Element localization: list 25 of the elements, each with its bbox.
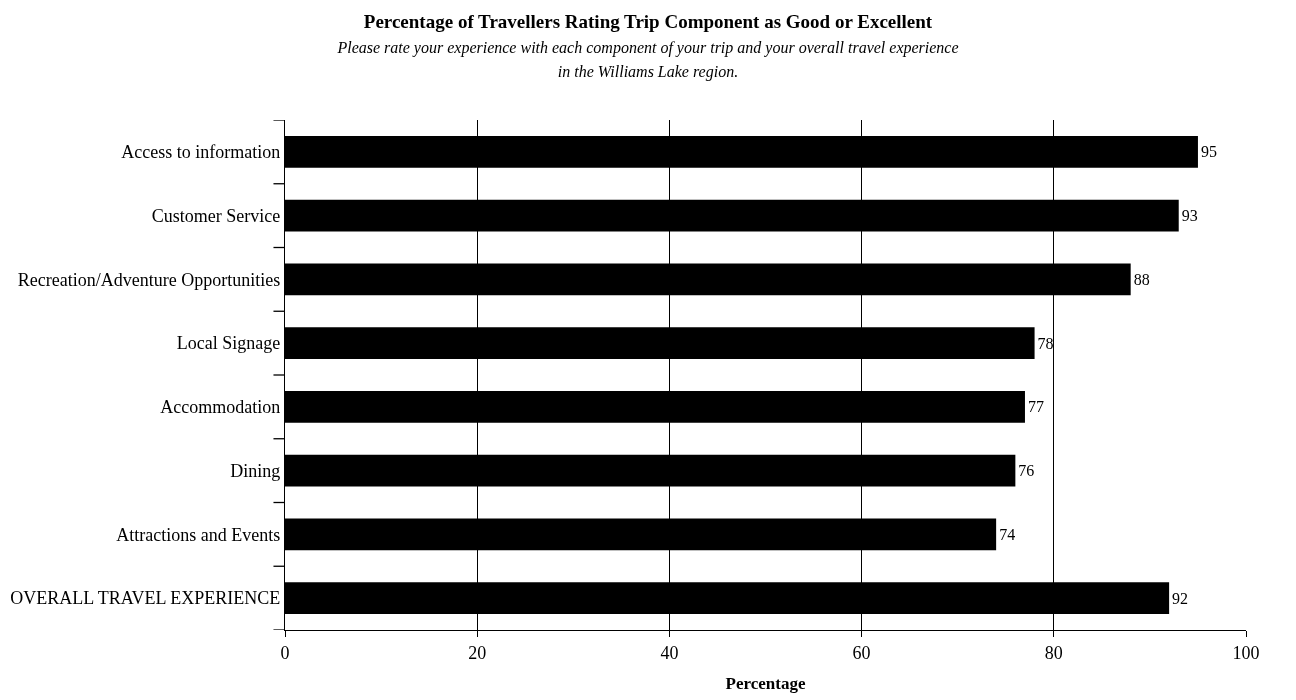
y-tick-label: Customer Service	[151, 205, 281, 226]
data-label: 95	[1200, 143, 1217, 161]
chart-title: Percentage of Travellers Rating Trip Component as Good or Excellent	[363, 11, 933, 32]
data-label: 88	[1133, 270, 1150, 288]
data-label: 77	[1027, 398, 1044, 416]
x-tick-label: 60	[852, 642, 871, 663]
y-tick-label: OVERALL TRAVEL EXPERIENCE	[10, 588, 281, 609]
x-tick-label: 80	[1044, 642, 1063, 663]
x-tick-label: 40	[660, 642, 679, 663]
y-tick-label: Dining	[230, 460, 281, 481]
y-tick-label: Recreation/Adventure Opportunities	[17, 269, 281, 290]
y-tick-label: Local Signage	[176, 333, 281, 354]
data-label: 78	[1037, 334, 1054, 352]
data-label: 76	[1018, 462, 1035, 480]
x-axis-title: Percentage	[725, 674, 806, 694]
data-label: 74	[999, 525, 1016, 543]
data-label: 92	[1172, 589, 1189, 607]
y-tick-label: Access to information	[121, 142, 281, 163]
y-tick-label: Accommodation	[160, 397, 281, 418]
chart-subtitle: Please rate your experience with each component of your trip and your overall travel experience in the Williams Lake region.	[336, 38, 959, 82]
data-label: 93	[1181, 207, 1198, 225]
y-tick-label: Attractions and Events	[116, 524, 281, 545]
x-tick-label: 0	[280, 642, 290, 663]
x-tick-label: 20	[468, 642, 487, 663]
x-tick-label: 100	[1232, 642, 1260, 663]
